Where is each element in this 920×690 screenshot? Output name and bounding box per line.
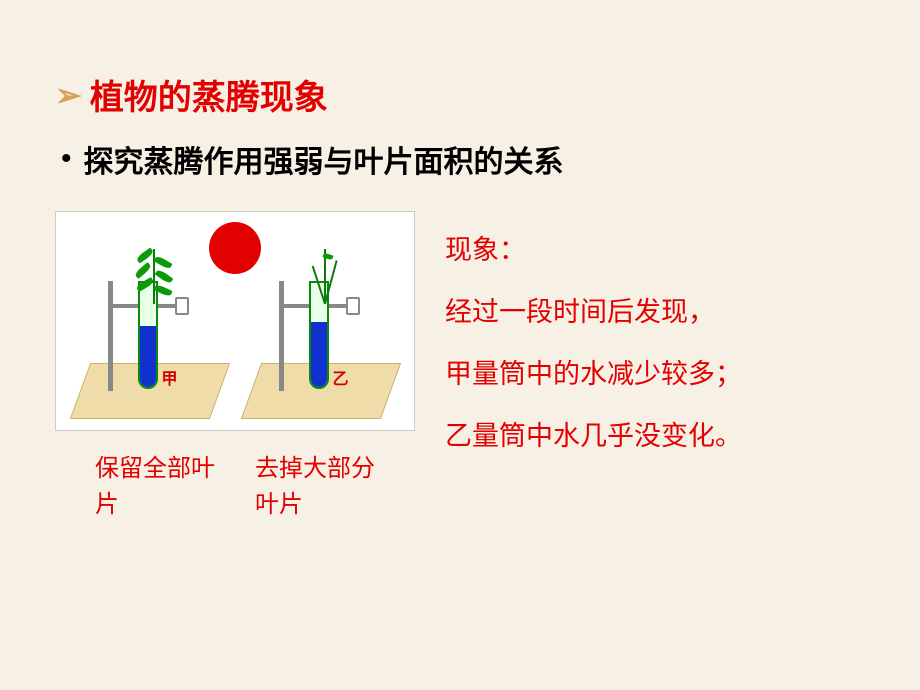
- observation-line1: 经过一段时间后发现，: [445, 281, 865, 343]
- slide: ➢ 植物的蒸腾现象 • 探究蒸腾作用强弱与叶片面积的关系: [0, 0, 920, 553]
- branch-icon: [324, 260, 338, 304]
- leaf-icon: [153, 283, 172, 297]
- observation-line3: 乙量筒中水几乎没变化。: [445, 405, 865, 467]
- caption-b: 去掉大部分叶片: [255, 451, 375, 523]
- clamp-grip-b: [346, 297, 360, 315]
- water-a: [140, 326, 156, 386]
- content-row: 甲 乙: [55, 211, 865, 523]
- chevron-icon: ➢: [55, 79, 82, 111]
- experiment-diagram: 甲 乙: [55, 211, 415, 431]
- plant-a: [142, 244, 166, 304]
- water-b: [311, 322, 327, 386]
- subheading-row: • 探究蒸腾作用强弱与叶片面积的关系: [55, 137, 865, 181]
- tube-label-a: 甲: [162, 365, 178, 389]
- apparatus-b: 乙: [241, 224, 401, 419]
- bullet-icon: •: [61, 144, 72, 174]
- stem-a: [153, 249, 155, 304]
- stand-pole-b: [279, 281, 284, 391]
- sub-heading: 探究蒸腾作用强弱与叶片面积的关系: [84, 137, 564, 181]
- leaf-icon: [133, 262, 151, 279]
- observation-title: 现象：: [445, 219, 865, 281]
- leaf-icon: [154, 268, 173, 284]
- left-column: 甲 乙: [55, 211, 415, 523]
- apparatus-a: 甲: [70, 224, 230, 419]
- stand-pole-a: [108, 281, 113, 391]
- leaf-icon: [135, 247, 154, 263]
- tube-label-b: 乙: [333, 365, 349, 389]
- plant-b: [313, 244, 337, 304]
- right-column: 现象： 经过一段时间后发现， 甲量筒中的水减少较多； 乙量筒中水几乎没变化。: [445, 211, 865, 467]
- heading-row: ➢ 植物的蒸腾现象: [55, 70, 865, 119]
- clamp-grip-a: [175, 297, 189, 315]
- observation-line2: 甲量筒中的水减少较多；: [445, 343, 865, 405]
- main-heading: 植物的蒸腾现象: [90, 70, 328, 119]
- caption-row: 保留全部叶片 去掉大部分叶片: [55, 451, 415, 523]
- leaf-icon: [153, 254, 172, 269]
- caption-a: 保留全部叶片: [95, 451, 215, 523]
